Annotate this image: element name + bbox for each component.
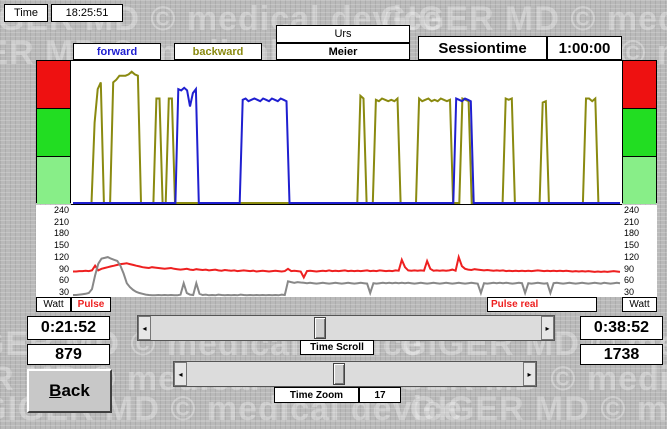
user-last-name: Meier bbox=[276, 43, 410, 60]
value-right: 1738 bbox=[580, 344, 663, 365]
pulse_real-series-line bbox=[73, 256, 621, 297]
time-zoom-right-arrow[interactable]: ▸ bbox=[523, 362, 536, 386]
time-zoom-thumb[interactable] bbox=[332, 363, 345, 385]
pulse-chart bbox=[71, 205, 622, 297]
backward-legend: backward bbox=[174, 43, 262, 60]
time-zoom-bar[interactable]: ◂ ▸ bbox=[173, 361, 537, 387]
time-scroll-right-arrow[interactable]: ▸ bbox=[541, 316, 554, 340]
user-first-name: Urs bbox=[276, 25, 410, 43]
back-button-label: ack bbox=[61, 381, 90, 400]
watt-tick-label: 240 bbox=[53, 205, 69, 215]
time-zoom-label: Time Zoom bbox=[274, 387, 359, 403]
forward-series-line bbox=[73, 86, 620, 204]
watt-tick-label: 210 bbox=[53, 216, 69, 227]
elapsed-time-left: 0:21:52 bbox=[27, 316, 110, 340]
elapsed-time-right: 0:38:52 bbox=[580, 316, 663, 340]
time-scroll-thumb[interactable] bbox=[313, 317, 326, 339]
time-scroll-left-arrow[interactable]: ◂ bbox=[138, 316, 151, 340]
watt-tick-label: 240 bbox=[624, 205, 640, 215]
forward-legend-label: forward bbox=[96, 45, 138, 58]
zone-green-left bbox=[37, 109, 70, 157]
session-time-label: Sessiontime bbox=[418, 36, 547, 60]
pulse-series-line bbox=[73, 253, 621, 280]
left-zone-bar bbox=[36, 60, 71, 204]
watermark-text: GIGER MD © medical device bbox=[410, 390, 667, 428]
zone-green-right bbox=[623, 109, 656, 157]
watt-unit-left: Watt bbox=[36, 297, 71, 312]
zone-red-left bbox=[37, 61, 70, 109]
time-zoom-value: 17 bbox=[359, 387, 401, 403]
watt-tick-label: 120 bbox=[624, 251, 640, 262]
watermark-text: GIGER MD © medical device bbox=[380, 0, 667, 38]
watt-tick-label: 210 bbox=[624, 216, 640, 227]
zone-lightgreen-left bbox=[37, 157, 70, 204]
watt-tick-label: 150 bbox=[53, 240, 69, 251]
watt-tick-label: 90 bbox=[58, 263, 69, 274]
time-scroll-bar[interactable]: ◂ ▸ bbox=[137, 315, 555, 341]
forward-legend: forward bbox=[73, 43, 161, 60]
pulse-label: Pulse bbox=[71, 297, 111, 312]
backward-legend-label: backward bbox=[192, 45, 244, 58]
time-value: 18:25:51 bbox=[51, 4, 123, 22]
time-scroll-label: Time Scroll bbox=[300, 340, 374, 355]
watt-tick-label: 120 bbox=[53, 251, 69, 262]
watt-tick-label: 180 bbox=[624, 228, 640, 239]
pulse-real-label: Pulse real bbox=[487, 297, 597, 312]
watt-tick-label: 60 bbox=[58, 275, 69, 286]
watt-tick-label: 90 bbox=[624, 263, 635, 274]
watt-unit-right: Watt bbox=[622, 297, 657, 312]
value-left: 879 bbox=[27, 344, 110, 365]
back-button-mnemonic: B bbox=[49, 381, 62, 400]
watt-tick-label: 30 bbox=[58, 287, 69, 297]
zone-lightgreen-right bbox=[623, 157, 656, 204]
right-watt-axis: 240 210 180 150 120 90 60 30 bbox=[622, 205, 657, 297]
watt-tick-label: 30 bbox=[624, 287, 635, 297]
left-watt-axis: 240 210 180 150 120 90 60 30 bbox=[36, 205, 71, 297]
time-label: Time bbox=[4, 4, 48, 22]
backward-series-line bbox=[73, 70, 620, 204]
time-zoom-left-arrow[interactable]: ◂ bbox=[174, 362, 187, 386]
session-time-value: 1:00:00 bbox=[547, 36, 622, 60]
direction-chart bbox=[71, 60, 622, 205]
right-zone-bar bbox=[622, 60, 657, 204]
zone-red-right bbox=[623, 61, 656, 109]
watt-tick-label: 150 bbox=[624, 240, 640, 251]
watt-tick-label: 60 bbox=[624, 275, 635, 286]
watt-tick-label: 180 bbox=[53, 228, 69, 239]
